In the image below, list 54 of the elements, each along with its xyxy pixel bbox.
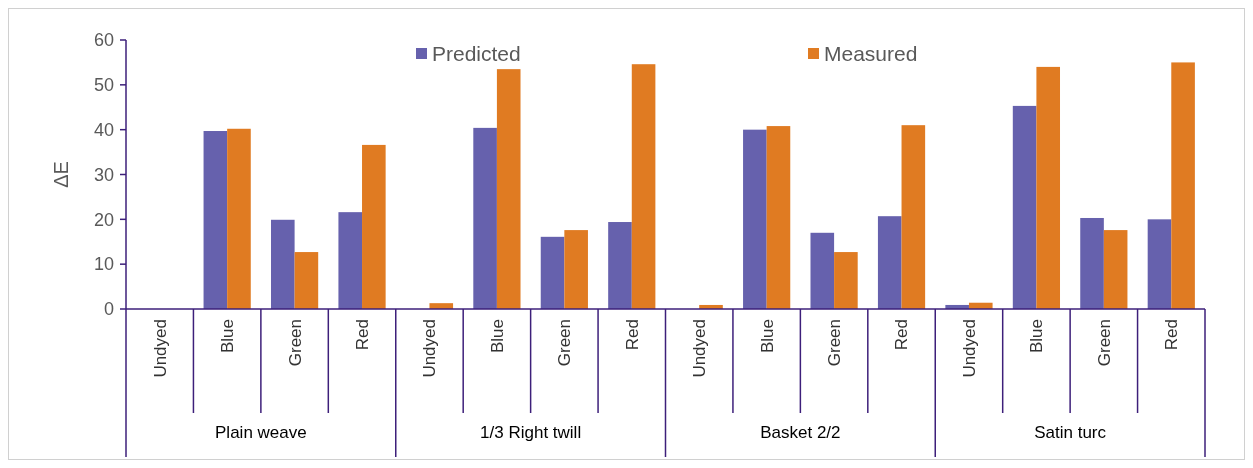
bar	[834, 252, 858, 309]
y-tick-label: 40	[93, 119, 114, 140]
bar	[1171, 62, 1195, 309]
x-tick-label: Red	[1162, 319, 1182, 351]
x-tick-label: Green	[825, 319, 845, 367]
x-tick-label: Red	[892, 319, 912, 351]
bar	[540, 236, 565, 309]
bar	[227, 128, 251, 309]
bar	[1012, 105, 1037, 309]
bar	[1147, 219, 1172, 309]
bar	[564, 230, 588, 309]
text: 1/3 Right twill	[480, 423, 582, 442]
y-tick-label: 10	[93, 254, 114, 275]
bar	[1103, 230, 1128, 309]
bar	[608, 222, 632, 309]
x-tick-label: Undyed	[420, 319, 440, 378]
bar	[743, 129, 767, 309]
legend-label: Predicted	[432, 42, 521, 66]
x-tick-label: Blue	[1027, 319, 1047, 354]
bar	[338, 212, 363, 309]
bar	[810, 232, 835, 309]
legend-label: Measured	[824, 42, 918, 66]
x-tick-label: Blue	[757, 319, 777, 354]
bar	[1036, 66, 1061, 309]
bar	[294, 252, 319, 309]
bar	[362, 144, 386, 309]
x-tick-label: Undyed	[690, 319, 710, 378]
bar	[203, 131, 228, 309]
y-tick-label: 0	[103, 299, 114, 320]
bar	[766, 126, 791, 309]
x-tick-label: Green	[1094, 319, 1114, 367]
text: Basket 2/2	[760, 423, 841, 442]
text: Satin turc	[1034, 423, 1107, 442]
x-tick-label: Green	[285, 319, 305, 367]
y-tick-label: 60	[93, 30, 114, 51]
bar	[496, 69, 521, 309]
bar	[1080, 217, 1104, 309]
y-tick-label: 50	[93, 75, 114, 96]
x-tick-label: Red	[622, 319, 642, 351]
bar	[901, 125, 926, 309]
x-tick-label: Green	[555, 319, 575, 367]
y-axis-title: ΔE	[50, 161, 72, 188]
x-tick-label: Undyed	[150, 319, 170, 378]
text: Plain weave	[215, 423, 307, 442]
x-tick-label: Blue	[487, 319, 507, 354]
x-tick-label: Red	[352, 319, 372, 351]
bar	[473, 127, 497, 309]
x-tick-label: Blue	[218, 319, 238, 354]
y-tick-label: 30	[93, 164, 114, 185]
bar	[270, 219, 295, 309]
x-tick-label: Undyed	[959, 319, 979, 378]
bar	[877, 216, 902, 309]
y-tick-label: 20	[93, 209, 114, 230]
bar	[631, 64, 656, 309]
